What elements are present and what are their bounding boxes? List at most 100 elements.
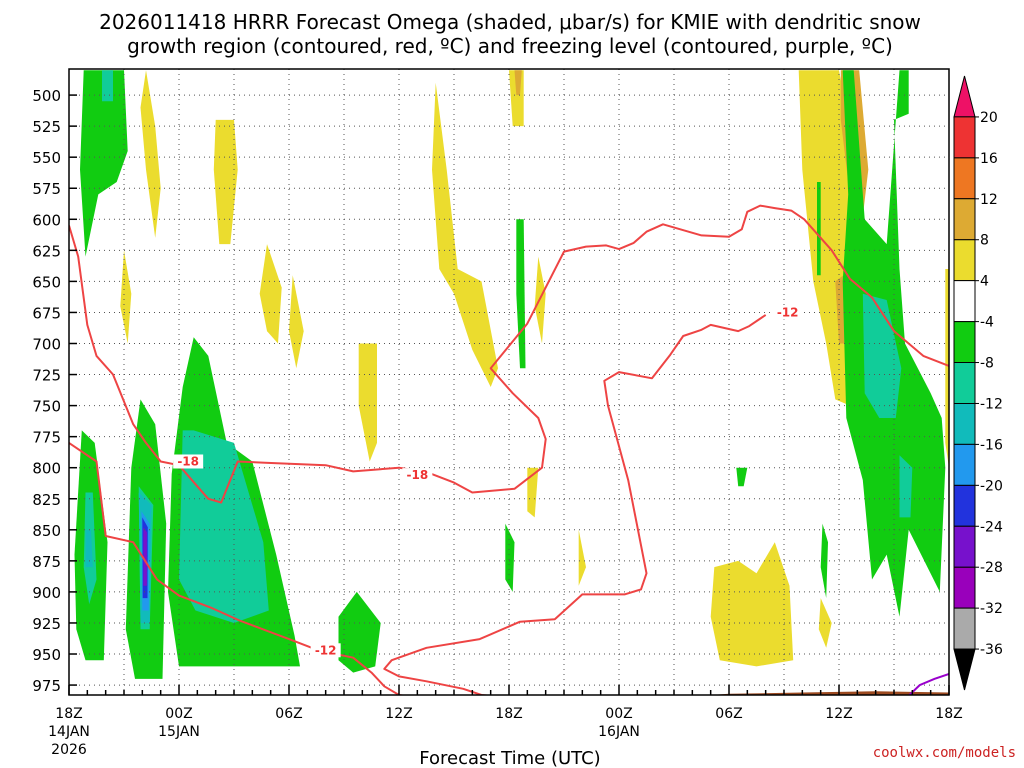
colorbar-label-4: -4 [980, 315, 994, 331]
contour-label-2: -12 [315, 643, 337, 657]
y-tick-label-725: 725 [32, 367, 61, 385]
contour-label-bg-2 [310, 643, 341, 658]
contour-label-0: -18 [177, 454, 199, 468]
credit-link[interactable]: coolwx.com/models [873, 745, 1016, 761]
colorbar: 20 16 12 8 4 -4 -8 -12 -16 -20 -24 -28 -32 -36 [953, 75, 1003, 691]
contour-label-1: -18 [406, 468, 428, 482]
colorbar-bin-7 [953, 362, 976, 404]
omega-region-8-to-12-35 [899, 455, 913, 518]
colorbar-label-36: -36 [980, 642, 1003, 658]
omega-region-4-to-8-23 [338, 591, 381, 673]
x-tick-year-0: 2026 [51, 742, 87, 758]
x-tick-label-24: 18Z [495, 706, 522, 722]
colorbar-label-12: 12 [980, 192, 998, 208]
colorbar-label-28: -28 [980, 560, 1003, 576]
dsgz-contour-12-1 [383, 314, 767, 695]
colorbar-bin-8 [953, 402, 976, 445]
y-tick-label-525: 525 [32, 118, 61, 136]
colorbar-label-16: 16 [980, 151, 998, 167]
colorbar-label-20: -20 [980, 478, 1003, 494]
omega-region-4-to-8-3 [289, 275, 304, 369]
y-tick-label-950: 950 [32, 646, 61, 664]
x-tick-label-48: 18Z [935, 706, 962, 722]
x-axis-label: Forecast Time (UTC) [419, 748, 600, 768]
colorbar-bin-10 [953, 484, 976, 527]
contour-label-bg-1 [402, 468, 433, 483]
omega-region-4-to-8-27 [817, 182, 821, 276]
colorbar-bin-11 [953, 525, 976, 568]
x-tick-label-36: 06Z [715, 706, 742, 722]
y-tick-label-675: 675 [32, 304, 61, 322]
x-axis-ticks: 18Z 14JAN 2026 00Z 15JAN 06Z 12Z 18Z 00Z 16JAN 06Z… [48, 685, 963, 758]
y-tick-label-850: 850 [32, 522, 61, 540]
colorbar-bin-3 [953, 198, 976, 241]
colorbar-bin-14 [953, 648, 976, 691]
omega-region-4-to-8-4 [120, 250, 132, 344]
freezing-level-contours [907, 672, 949, 695]
omega-region-8-to-12-30 [102, 70, 113, 102]
colorbar-bin-0 [953, 75, 976, 118]
x-tick-label-12: 06Z [275, 706, 302, 722]
omega-region-4-to-8-10 [578, 529, 586, 586]
y-tick-label-825: 825 [32, 491, 61, 509]
dsgz-contour-18-2 [69, 442, 407, 695]
y-tick-label-900: 900 [32, 584, 61, 602]
x-tick-label-30: 00Z [605, 706, 632, 722]
y-tick-label-650: 650 [32, 273, 61, 291]
y-tick-label-700: 700 [32, 335, 61, 353]
omega-region-4-to-8-2 [259, 244, 282, 344]
y-tick-label-625: 625 [32, 242, 61, 260]
y-tick-label-600: 600 [32, 211, 61, 229]
contour-label-bg-3 [772, 305, 803, 320]
omega-region-4-to-8-14 [945, 269, 949, 468]
colorbar-bin-9 [953, 443, 976, 486]
x-tick-label-6: 00Z [165, 706, 192, 722]
omega-region-4-to-8-19 [80, 70, 128, 257]
omega-region-4-to-8-5 [358, 343, 377, 462]
colorbar-label-16: -16 [980, 437, 1003, 453]
omega-region-4-to-8-0 [140, 70, 161, 238]
y-tick-label-875: 875 [32, 553, 61, 571]
colorbar-label-24: -24 [980, 519, 1003, 535]
colorbar-bin-5 [953, 280, 976, 323]
omega-region-4-to-8-24 [505, 523, 515, 592]
y-tick-label-925: 925 [32, 615, 61, 633]
omega-region-4-to-8-1 [213, 119, 238, 245]
grid-lines [69, 69, 949, 695]
x-tick-date-0: 14JAN [48, 724, 90, 740]
contour-labels: -18 -18 -12 -12 [173, 305, 803, 658]
colorbar-bin-6 [953, 321, 976, 364]
colorbar-bin-12 [953, 566, 976, 609]
omega-region-8-to-12-17 [514, 70, 522, 96]
omega-region-4-to-8-26 [736, 467, 748, 487]
x-tick-label-18: 12Z [385, 706, 412, 722]
y-tick-label-750: 750 [32, 398, 61, 416]
contour-label-3: -12 [777, 305, 799, 319]
omega-region-4-to-8-9 [527, 467, 539, 518]
freezing-contour-0 [907, 672, 949, 695]
x-tick-date-30: 16JAN [598, 724, 640, 740]
y-tick-label-575: 575 [32, 180, 61, 198]
omega-region-8-to-12-33 [179, 430, 269, 623]
omega-region-4-to-8-6 [432, 82, 498, 387]
omega-region-4-to-8-25 [516, 219, 526, 369]
x-tick-label-42: 12Z [825, 706, 852, 722]
omega-region-8-to-12-34 [862, 293, 902, 418]
colorbar-label-8: -8 [980, 356, 994, 372]
y-tick-label-975: 975 [32, 677, 61, 695]
y-tick-label-800: 800 [32, 460, 61, 478]
colorbar-bin-1 [953, 116, 976, 159]
colorbar-label-20: 20 [980, 110, 998, 126]
colorbar-label-4: 4 [980, 274, 989, 290]
omega-region-4-to-8-12 [818, 598, 832, 648]
x-tick-date-6: 15JAN [158, 724, 200, 740]
chart-title-line-1: 2026011418 HRRR Forecast Omega (shaded, … [99, 10, 921, 34]
colorbar-bin-4 [953, 239, 976, 282]
y-tick-label-775: 775 [32, 429, 61, 447]
y-tick-label-500: 500 [32, 87, 61, 105]
x-tick-label-0: 18Z [55, 706, 82, 722]
chart-title-line-2: growth region (contoured, red, ºC) and f… [127, 34, 893, 58]
omega-region-12-to-16-36 [85, 529, 93, 568]
contour-label-bg-0 [173, 454, 204, 469]
colorbar-label-32: -32 [980, 601, 1003, 617]
